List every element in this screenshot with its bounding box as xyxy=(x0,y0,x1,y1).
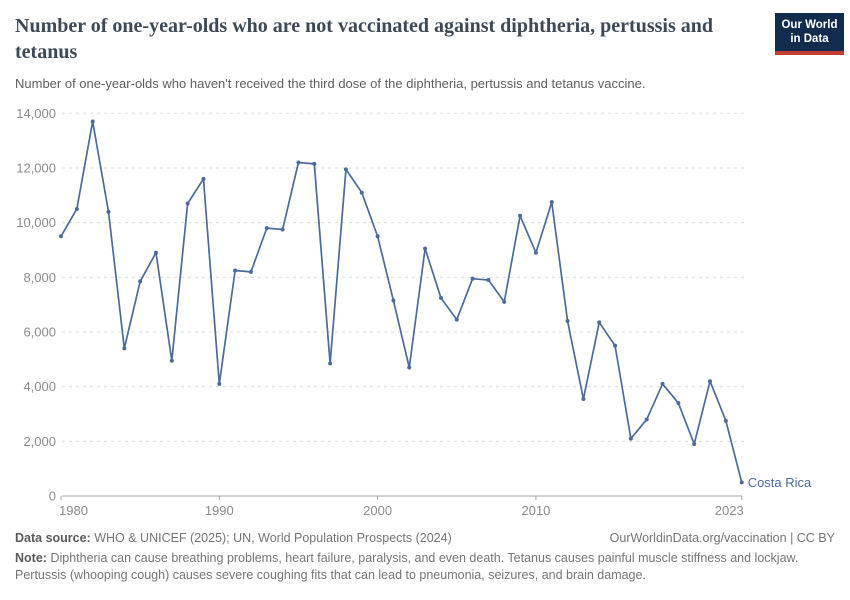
y-tick-label: 12,000 xyxy=(16,160,56,175)
x-tick-label: 2010 xyxy=(521,503,550,518)
data-point[interactable] xyxy=(375,234,380,239)
data-point[interactable] xyxy=(533,250,538,255)
data-point[interactable] xyxy=(312,161,317,166)
data-point[interactable] xyxy=(169,358,174,363)
data-point[interactable] xyxy=(676,401,681,406)
data-point[interactable] xyxy=(106,209,111,214)
data-point[interactable] xyxy=(502,299,507,304)
chart-footer: Data source: WHO & UNICEF (2025); UN, Wo… xyxy=(15,531,835,585)
data-point[interactable] xyxy=(739,480,744,485)
data-point[interactable] xyxy=(296,160,301,165)
data-point[interactable] xyxy=(74,206,79,211)
data-point[interactable] xyxy=(90,119,95,124)
page-title: Number of one-year-olds who are not vacc… xyxy=(15,15,713,64)
data-point[interactable] xyxy=(122,346,127,351)
note-line: Note: Diphtheria can cause breathing pro… xyxy=(15,550,803,585)
data-point[interactable] xyxy=(628,436,633,441)
data-point[interactable] xyxy=(248,269,253,274)
line-costa-rica[interactable] xyxy=(60,120,743,483)
data-point[interactable] xyxy=(264,226,269,231)
data-point[interactable] xyxy=(438,295,443,300)
data-point[interactable] xyxy=(565,319,570,324)
owid-logo-line2: in Data xyxy=(790,33,829,45)
data-source-label: Data source: xyxy=(15,531,91,545)
data-source-text: WHO & UNICEF (2025); UN, World Populatio… xyxy=(94,531,452,545)
data-point[interactable] xyxy=(597,320,602,325)
data-point[interactable] xyxy=(328,361,333,366)
owid-license-link[interactable]: OurWorldinData.org/vaccination | CC BY xyxy=(609,531,835,545)
y-tick-label: 10,000 xyxy=(16,215,56,230)
note-label: Note: xyxy=(15,551,47,565)
data-point[interactable] xyxy=(280,227,285,232)
data-point[interactable] xyxy=(723,418,728,423)
series-label[interactable]: Costa Rica xyxy=(748,475,812,490)
data-point[interactable] xyxy=(708,379,713,384)
owid-logo-line1: Our World xyxy=(781,18,838,31)
data-point[interactable] xyxy=(470,276,475,281)
data-source-line: Data source: WHO & UNICEF (2025); UN, Wo… xyxy=(15,531,452,545)
y-tick-label: 4,000 xyxy=(23,379,56,394)
x-tick-label: 2023 xyxy=(715,503,744,518)
data-point[interactable] xyxy=(359,190,364,195)
data-point[interactable] xyxy=(407,365,412,370)
x-tick-label: 1990 xyxy=(205,503,234,518)
data-point[interactable] xyxy=(233,268,238,273)
data-point[interactable] xyxy=(581,396,586,401)
y-tick-label: 2,000 xyxy=(23,434,56,449)
data-point[interactable] xyxy=(217,381,222,386)
data-point[interactable] xyxy=(391,298,396,303)
data-point[interactable] xyxy=(185,201,190,206)
y-tick-label: 6,000 xyxy=(23,324,56,339)
chart-canvas: 0 2,000 4,000 6,000 8,000 10,000 12,000 14,000 1… xyxy=(16,106,812,518)
data-point[interactable] xyxy=(153,250,158,255)
data-point[interactable] xyxy=(59,234,63,239)
data-point[interactable] xyxy=(644,417,649,422)
owid-logo[interactable]: Our World in Data xyxy=(775,13,844,55)
note-text: Diphtheria can cause breathing problems,… xyxy=(15,551,799,583)
chart-subtitle: Number of one-year-olds who haven't rece… xyxy=(15,76,646,91)
data-point[interactable] xyxy=(423,246,428,251)
data-point[interactable] xyxy=(613,343,618,348)
data-point[interactable] xyxy=(201,176,206,181)
data-point[interactable] xyxy=(486,278,491,283)
x-tick-label: 1980 xyxy=(59,503,88,518)
y-tick-label: 8,000 xyxy=(23,270,56,285)
data-point[interactable] xyxy=(343,167,348,172)
y-tick-label: 0 xyxy=(49,489,56,504)
y-tick-label: 14,000 xyxy=(16,106,56,121)
x-tick-label: 2000 xyxy=(363,503,392,518)
data-point[interactable] xyxy=(518,213,523,218)
data-point[interactable] xyxy=(692,442,697,447)
data-point[interactable] xyxy=(454,317,459,322)
data-point[interactable] xyxy=(138,279,143,284)
data-point[interactable] xyxy=(549,200,554,205)
data-point[interactable] xyxy=(660,381,665,386)
